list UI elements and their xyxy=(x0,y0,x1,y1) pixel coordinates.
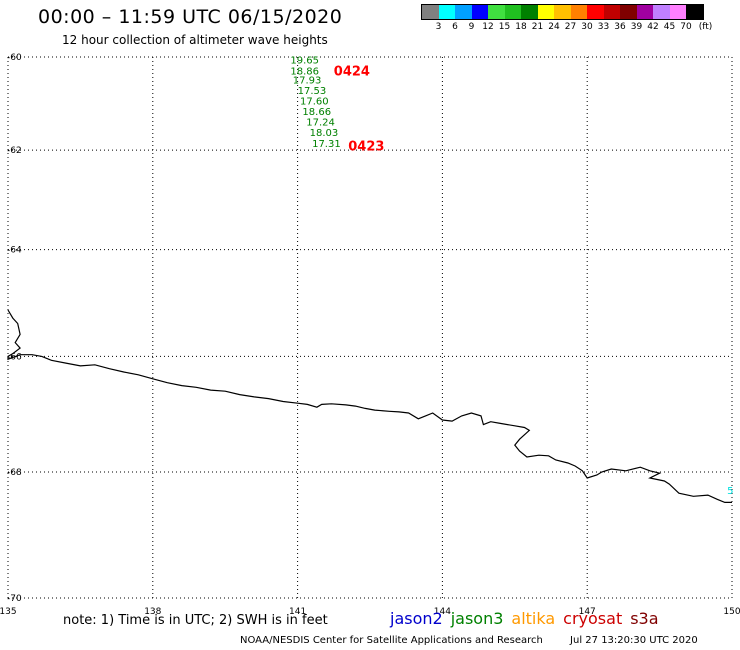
legend-swatch xyxy=(554,5,571,19)
legend-swatch xyxy=(471,5,488,19)
wave-height-value: 18.86 xyxy=(290,67,319,78)
legend-label: 3 xyxy=(435,22,442,32)
wave-height-value: 18.66 xyxy=(302,107,331,118)
legend-label: 6 xyxy=(452,22,458,32)
legend-label: 24 xyxy=(548,22,560,32)
map-grid xyxy=(7,56,733,599)
mission-legend: jason2 jason3 altika cryosat s3a xyxy=(390,609,667,628)
timestamp: Jul 27 13:20:30 UTC 2020 xyxy=(570,635,698,646)
wave-height-labels: 19.6518.8617.9317.5317.6018.6617.2418.03… xyxy=(290,55,733,497)
legend-swatch xyxy=(521,5,538,19)
legend-swatch xyxy=(620,5,637,19)
longitude-tick-label: 144 xyxy=(434,607,451,617)
mission-jason2: jason2 xyxy=(390,609,443,628)
credit-text: NOAA/NESDIS Center for Satellite Applica… xyxy=(240,635,543,646)
wave-height-value: 17.31 xyxy=(312,139,341,150)
legend-swatch xyxy=(636,5,653,19)
wave-height-value: 18.03 xyxy=(310,128,339,139)
wave-height-value: 5 xyxy=(727,486,733,497)
wave-height-value: 17.93 xyxy=(293,76,322,87)
legend-swatch xyxy=(603,5,620,19)
legend-label: 33 xyxy=(597,22,610,32)
legend-label: 39 xyxy=(630,22,643,32)
legend-labels: 3 6 9 12 15 18 21 24 27 30 33 36 39 42 45 70 (ft) xyxy=(421,20,713,34)
wave-height-value: 17.24 xyxy=(306,118,335,129)
latitude-tick-label: -60 xyxy=(7,53,22,63)
mission-cryosat: cryosat xyxy=(563,609,623,628)
mission-altika: altika xyxy=(511,609,556,628)
legend-swatch xyxy=(686,5,703,19)
longitude-tick-label: 141 xyxy=(289,607,306,617)
latitude-tick-label: -62 xyxy=(7,146,22,156)
footer-note: note: 1) Time is in UTC; 2) SWH is in fe… xyxy=(63,613,328,628)
legend-swatch xyxy=(653,5,670,19)
wave-height-legend: 3 6 9 12 15 18 21 24 27 30 33 36 39 42 45 70 (ft) xyxy=(421,4,713,34)
legend-swatch xyxy=(488,5,505,19)
pass-time-label: 0423 xyxy=(348,139,384,154)
legend-swatch xyxy=(504,5,521,19)
legend-label: 70 xyxy=(680,22,692,32)
longitude-tick-label: 147 xyxy=(579,607,596,617)
legend-label: 15 xyxy=(498,22,511,32)
legend-swatch xyxy=(422,5,439,19)
legend-label: 21 xyxy=(531,22,544,32)
legend-swatch xyxy=(669,5,686,19)
legend-label: 9 xyxy=(468,22,475,32)
pass-time-label: 0424 xyxy=(334,65,370,80)
legend-label: 27 xyxy=(564,22,577,32)
antarctic-coastline xyxy=(7,309,732,503)
legend-swatch xyxy=(537,5,554,19)
legend-label: 42 xyxy=(647,22,659,32)
longitude-tick-label: 138 xyxy=(144,607,161,617)
credit-line: NOAA/NESDIS Center for Satellite Applica… xyxy=(240,635,698,646)
mission-jason3: jason3 xyxy=(450,609,504,628)
legend-swatch xyxy=(570,5,587,19)
legend-label: 36 xyxy=(614,22,626,32)
mission-s3a: s3a xyxy=(630,609,659,628)
chart-subtitle: 12 hour collection of altimeter wave hei… xyxy=(62,33,328,47)
wave-height-value: 17.53 xyxy=(298,86,327,97)
latitude-tick-label: -68 xyxy=(7,468,22,478)
latitude-tick-label: -64 xyxy=(7,246,22,256)
wave-height-value: 17.60 xyxy=(300,97,329,108)
legend-label: 12 xyxy=(482,22,494,32)
latitude-tick-label: -66 xyxy=(7,352,22,362)
pass-time-labels: 0424 0423 xyxy=(334,65,385,155)
legend-unit: (ft) xyxy=(698,22,713,32)
longitude-tick-label: 135 xyxy=(0,607,17,617)
legend-swatch xyxy=(587,5,604,19)
latitude-tick-label: -70 xyxy=(7,594,22,604)
legend-label: 30 xyxy=(581,22,593,32)
legend-swatch xyxy=(438,5,455,19)
legend-label: 18 xyxy=(515,22,527,32)
chart-title: 00:00 – 11:59 UTC 06/15/2020 xyxy=(38,6,343,28)
axis-ticks: 135 138 141 144 147 150 -60 -62 -64 -66 -68 -70 xyxy=(0,53,740,617)
wave-height-value: 19.65 xyxy=(290,55,319,66)
legend-label: 45 xyxy=(663,22,676,32)
legend-swatch xyxy=(455,5,472,19)
legend-swatches xyxy=(421,4,704,20)
longitude-tick-label: 150 xyxy=(723,607,740,617)
